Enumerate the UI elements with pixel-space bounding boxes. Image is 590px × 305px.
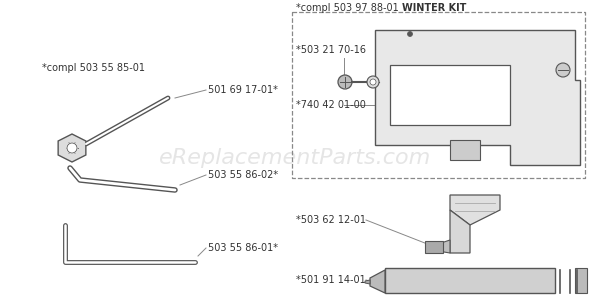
Text: WINTER KIT: WINTER KIT	[402, 3, 466, 13]
Text: 503 55 86-01*: 503 55 86-01*	[208, 243, 278, 253]
Circle shape	[67, 143, 77, 153]
Text: *503 62 12-01: *503 62 12-01	[296, 215, 366, 225]
Bar	[390, 65, 510, 125]
Polygon shape	[450, 210, 470, 253]
Bar	[425, 241, 443, 253]
Bar	[385, 268, 555, 293]
Circle shape	[338, 75, 352, 89]
Text: eReplacementParts.com: eReplacementParts.com	[159, 148, 431, 168]
Bar	[450, 140, 480, 160]
Circle shape	[556, 63, 570, 77]
Text: 503 55 86-02*: 503 55 86-02*	[208, 170, 278, 180]
Text: *compl 503 55 85-01: *compl 503 55 85-01	[42, 63, 145, 73]
Polygon shape	[370, 270, 385, 293]
Text: *501 91 14-01: *501 91 14-01	[296, 275, 366, 285]
Polygon shape	[365, 280, 370, 284]
Circle shape	[370, 79, 376, 85]
Text: *740 42 01-00: *740 42 01-00	[296, 100, 366, 110]
Bar	[575, 268, 587, 293]
Polygon shape	[58, 134, 86, 162]
Text: *compl 503 97 88-01: *compl 503 97 88-01	[296, 3, 402, 13]
Polygon shape	[450, 195, 500, 225]
Circle shape	[408, 31, 412, 37]
Text: 501 69 17-01*: 501 69 17-01*	[208, 85, 278, 95]
Text: *503 21 70-16: *503 21 70-16	[296, 45, 366, 55]
Polygon shape	[375, 30, 580, 165]
Circle shape	[367, 76, 379, 88]
Polygon shape	[432, 240, 450, 253]
